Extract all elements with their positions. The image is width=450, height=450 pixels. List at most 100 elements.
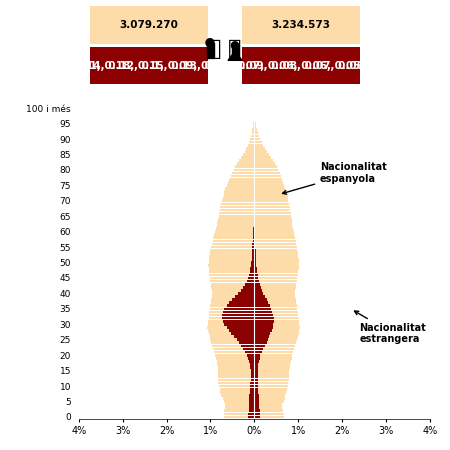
Bar bbox=[254, 345, 295, 347]
Bar bbox=[227, 184, 254, 187]
Bar bbox=[254, 307, 297, 310]
Bar bbox=[211, 283, 254, 285]
Bar bbox=[254, 385, 288, 387]
Bar bbox=[254, 280, 297, 283]
Bar bbox=[245, 283, 254, 285]
Bar bbox=[211, 286, 254, 288]
Bar bbox=[254, 323, 299, 326]
Bar bbox=[210, 277, 254, 279]
Bar bbox=[254, 230, 294, 233]
Bar bbox=[211, 304, 254, 307]
Bar bbox=[254, 310, 272, 313]
Bar bbox=[254, 323, 273, 326]
Bar bbox=[212, 243, 254, 245]
Bar bbox=[254, 406, 259, 409]
Bar bbox=[254, 261, 299, 264]
Bar bbox=[232, 46, 238, 53]
Bar bbox=[219, 215, 254, 218]
Bar bbox=[254, 162, 275, 165]
Bar bbox=[227, 326, 254, 329]
Bar bbox=[249, 397, 254, 400]
Bar bbox=[254, 175, 281, 177]
Bar bbox=[254, 249, 256, 252]
Bar bbox=[254, 239, 296, 242]
Bar bbox=[239, 159, 254, 162]
Bar bbox=[254, 413, 260, 415]
Bar bbox=[254, 178, 282, 180]
Bar bbox=[212, 239, 254, 242]
Bar bbox=[214, 234, 254, 236]
Bar bbox=[254, 348, 294, 351]
Bar bbox=[251, 264, 254, 267]
Bar bbox=[254, 314, 273, 316]
Bar bbox=[217, 363, 254, 366]
Bar bbox=[254, 289, 262, 292]
Circle shape bbox=[206, 39, 214, 47]
Bar bbox=[221, 394, 254, 397]
Bar bbox=[232, 298, 254, 301]
Bar bbox=[254, 397, 259, 400]
Bar bbox=[251, 375, 254, 378]
Bar bbox=[254, 237, 295, 239]
Bar bbox=[224, 416, 254, 418]
Bar bbox=[254, 264, 256, 267]
Bar bbox=[251, 372, 254, 375]
Bar bbox=[220, 206, 254, 208]
Bar bbox=[209, 314, 254, 316]
Bar bbox=[250, 388, 254, 391]
Bar bbox=[243, 286, 254, 288]
Bar bbox=[211, 298, 254, 301]
Bar bbox=[216, 224, 254, 227]
Bar bbox=[254, 184, 284, 187]
Bar bbox=[254, 302, 268, 304]
Bar bbox=[249, 400, 254, 403]
Bar bbox=[224, 193, 254, 196]
Bar bbox=[208, 323, 254, 326]
Bar bbox=[223, 310, 254, 313]
Bar bbox=[254, 196, 288, 199]
Bar bbox=[254, 190, 286, 193]
Bar bbox=[254, 221, 292, 224]
Bar bbox=[235, 295, 254, 298]
Bar bbox=[254, 348, 263, 351]
Bar bbox=[225, 323, 254, 326]
Bar bbox=[208, 329, 254, 332]
Bar bbox=[248, 410, 254, 412]
Bar bbox=[211, 249, 254, 252]
Bar bbox=[254, 360, 291, 363]
Bar bbox=[235, 166, 254, 168]
Bar bbox=[254, 375, 258, 378]
Bar bbox=[250, 138, 254, 140]
Bar bbox=[252, 246, 254, 248]
Bar bbox=[210, 307, 254, 310]
Bar bbox=[254, 400, 284, 403]
Bar bbox=[254, 171, 280, 174]
Bar bbox=[254, 317, 274, 319]
Bar bbox=[229, 329, 254, 332]
Bar bbox=[254, 202, 289, 205]
Bar bbox=[216, 227, 254, 230]
Bar bbox=[254, 274, 258, 276]
Bar bbox=[254, 385, 258, 387]
Bar bbox=[254, 363, 258, 366]
Bar bbox=[210, 255, 254, 258]
Bar bbox=[231, 332, 254, 335]
Bar bbox=[254, 354, 292, 356]
Bar bbox=[248, 357, 254, 360]
Bar bbox=[250, 385, 254, 387]
Bar bbox=[252, 131, 254, 134]
Bar bbox=[254, 166, 277, 168]
Bar bbox=[252, 252, 254, 255]
Bar bbox=[218, 378, 254, 381]
Bar bbox=[254, 307, 271, 310]
Bar bbox=[248, 277, 254, 279]
Bar bbox=[243, 348, 254, 351]
Bar bbox=[254, 372, 258, 375]
Bar bbox=[230, 175, 254, 177]
Bar bbox=[254, 125, 256, 128]
Bar bbox=[254, 345, 265, 347]
Bar bbox=[254, 332, 298, 335]
Bar bbox=[229, 302, 254, 304]
Bar bbox=[239, 342, 254, 344]
Bar bbox=[254, 335, 269, 338]
